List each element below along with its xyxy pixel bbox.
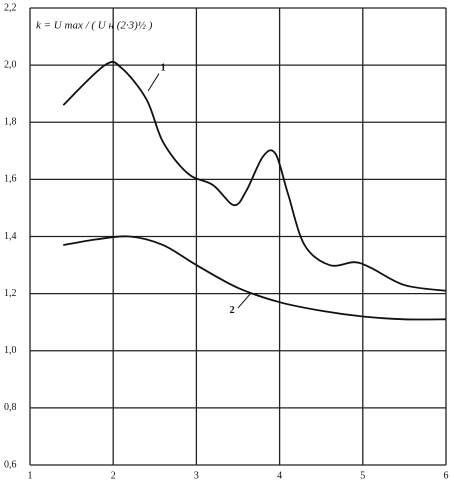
x-tick-label: 1: [28, 470, 33, 481]
x-tick-label: 4: [277, 470, 282, 481]
leader-line: [147, 73, 160, 92]
y-tick-label: 1,4: [4, 231, 17, 242]
y-tick-label: 1,8: [4, 117, 17, 128]
x-tick-label: 2: [111, 470, 116, 481]
y-tick-label: 0,8: [4, 402, 17, 413]
line-series: [63, 235, 447, 321]
annotation-box: [32, 10, 112, 46]
y-tick-label: 1,2: [4, 288, 17, 299]
y-tick-label: 2,2: [4, 2, 17, 13]
y-tick-label: 1,0: [4, 345, 17, 356]
legend-label: 1: [161, 62, 166, 73]
x-tick-label: 5: [360, 470, 365, 481]
leader-line: [237, 293, 251, 309]
line-series: [62, 60, 447, 292]
x-tick-label: 3: [194, 470, 199, 481]
x-tick-label: 6: [444, 470, 449, 481]
legend-label: 2: [230, 305, 235, 316]
formula: k = U max / ( U н (2·3)½ ): [36, 20, 153, 32]
y-tick-label: 2,0: [4, 59, 17, 70]
y-tick-label: 1,6: [4, 174, 17, 185]
y-tick-label: 0,6: [4, 459, 17, 470]
